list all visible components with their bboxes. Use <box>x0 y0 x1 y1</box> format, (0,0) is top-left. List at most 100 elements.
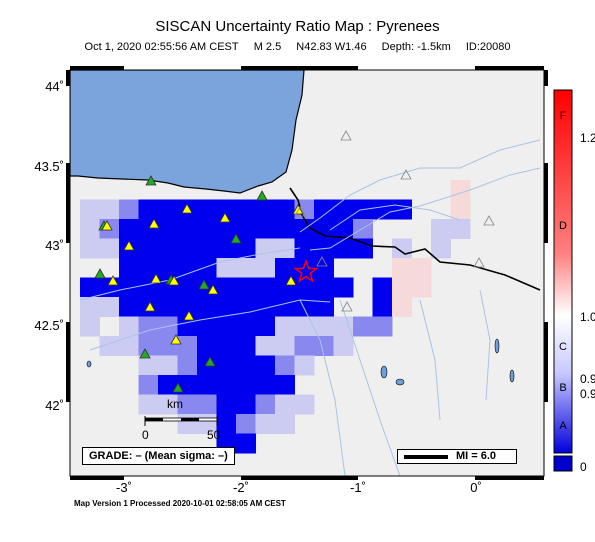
grid-cell <box>177 258 198 278</box>
station-icon[interactable] <box>168 275 180 286</box>
station-icon[interactable] <box>341 301 353 312</box>
grid-cell <box>216 316 237 337</box>
station-icon[interactable] <box>94 268 106 279</box>
station-icon[interactable] <box>316 256 328 267</box>
colorbar-letter-b: B <box>559 382 567 394</box>
grid-cell <box>158 219 178 239</box>
station-icon[interactable] <box>230 233 242 244</box>
grid-cell <box>392 277 412 298</box>
lon-label-minus2: -2˚ <box>233 480 249 495</box>
lon-label-0: 0˚ <box>470 480 482 495</box>
grid-cell <box>294 394 315 415</box>
station-icon[interactable] <box>148 218 160 229</box>
grid-cell <box>294 258 315 278</box>
grid-cell <box>431 219 451 239</box>
grid-cell <box>216 394 237 415</box>
map-footer: Map Version 1 Processed 2020-10-01 02:58… <box>74 499 286 508</box>
grid-cell <box>216 238 237 259</box>
lon-label-minus1: -1˚ <box>350 480 366 495</box>
grid-cell <box>216 277 237 298</box>
station-icon[interactable] <box>285 275 297 286</box>
epicenter-star[interactable] <box>293 258 319 283</box>
station-icon[interactable] <box>145 175 157 186</box>
station-icon[interactable] <box>294 206 306 217</box>
grid-cell <box>314 199 334 220</box>
grid-cell <box>177 394 198 415</box>
grid-cell <box>294 238 315 259</box>
grid-cell <box>99 199 120 220</box>
station-icon[interactable] <box>256 190 268 201</box>
grid-cell <box>255 355 276 376</box>
grid-cell <box>236 258 256 278</box>
station-icon[interactable] <box>101 220 113 231</box>
grid-cell <box>236 375 256 395</box>
grid-cell <box>216 297 237 317</box>
grid-cell <box>138 316 159 337</box>
lakes <box>86 338 515 386</box>
grid-cell <box>450 180 471 200</box>
grid-cell <box>80 219 100 239</box>
station-icon[interactable] <box>150 273 162 284</box>
station-icon[interactable] <box>483 215 495 226</box>
mi-legend: MI = 6.0 <box>397 449 517 464</box>
grid-cell <box>236 277 256 298</box>
grid-cell <box>177 297 198 317</box>
grid-cell <box>353 219 373 239</box>
lat-label-42: 42˚ <box>45 398 64 413</box>
grid-cell <box>275 394 295 415</box>
country-border <box>289 187 541 291</box>
grid-cell <box>197 336 217 356</box>
grid-cell <box>99 238 120 259</box>
grid-cell <box>216 199 237 220</box>
grid-cell <box>197 394 217 415</box>
grid-cell <box>177 238 198 259</box>
grid-cell <box>255 414 276 434</box>
event-info: Oct 1, 2020 02:55:56 AM CEST M 2.5 N42.8… <box>0 41 595 53</box>
station-icon[interactable] <box>198 279 210 290</box>
station-icon[interactable] <box>340 130 352 141</box>
station-icon[interactable] <box>219 212 231 223</box>
grid-cell <box>314 316 334 337</box>
rivers <box>79 139 541 476</box>
station-icon[interactable] <box>183 310 195 321</box>
grid-cell <box>236 355 256 376</box>
grid-cell <box>236 199 256 220</box>
frame-tick <box>66 322 70 402</box>
grid-cell <box>333 238 354 259</box>
frame-tick <box>475 476 544 480</box>
grid-cell <box>119 277 139 298</box>
station-icon[interactable] <box>170 334 182 345</box>
grid-cell <box>372 277 393 298</box>
grid-cell <box>80 316 100 337</box>
station-icon[interactable] <box>473 257 485 268</box>
frame-ticks <box>66 66 548 480</box>
grid-cell <box>197 258 217 278</box>
colorbar-zero-swatch <box>553 455 573 472</box>
event-magnitude: M 2.5 <box>253 41 282 53</box>
grid-cell <box>294 277 315 298</box>
station-icon[interactable] <box>172 382 184 393</box>
grid-cell <box>392 258 412 278</box>
frame-tick <box>241 476 358 480</box>
grid-cell <box>275 199 295 220</box>
grid-cell <box>80 297 100 317</box>
station-icon[interactable] <box>139 348 151 359</box>
station-icon[interactable] <box>181 203 193 214</box>
scale-unit: km <box>167 397 183 411</box>
station-icon[interactable] <box>400 169 412 180</box>
lat-label-42-5: 42.5˚ <box>34 318 64 333</box>
grid-cell <box>158 375 178 395</box>
grid-cell <box>119 258 139 278</box>
station-icon[interactable] <box>204 356 216 367</box>
station-icon[interactable] <box>207 284 219 295</box>
grid-cell <box>99 297 120 317</box>
station-icon[interactable] <box>107 275 119 286</box>
grid-cell <box>119 336 139 356</box>
grid-cell <box>99 336 120 356</box>
grid-cell <box>216 336 237 356</box>
ocean-area <box>70 70 305 194</box>
station-icon[interactable] <box>123 240 135 251</box>
station-icon[interactable] <box>144 301 156 312</box>
frame-tick <box>544 70 548 86</box>
station-icon[interactable] <box>292 204 304 215</box>
